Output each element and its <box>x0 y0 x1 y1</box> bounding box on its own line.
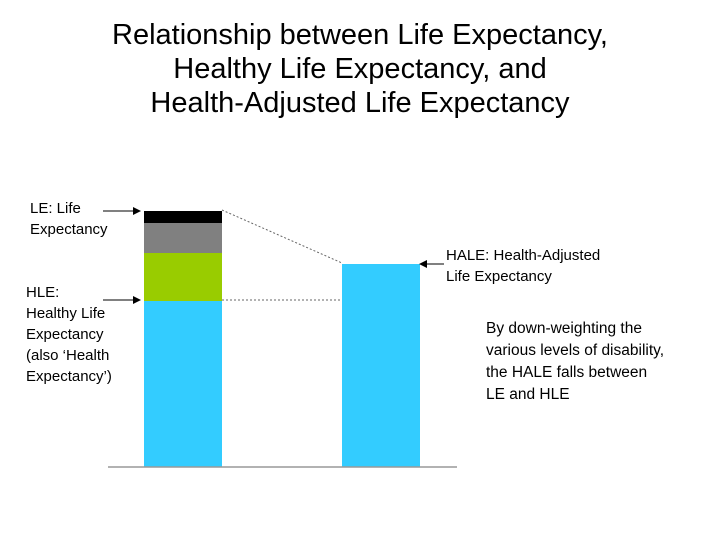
title-line-3: Health-Adjusted Life Expectancy <box>150 87 570 119</box>
title-line-1: Relationship between Life Expectancy, <box>112 19 608 51</box>
hale-label: HALE: Health-Adjusted Life Expectancy <box>446 247 601 285</box>
explanation-note: By down-weighting the various levels of … <box>486 320 665 403</box>
le-bar-mild-disability-segment <box>144 253 222 301</box>
slide-title: Relationship between Life Expectancy, He… <box>0 18 720 120</box>
le-label: LE: Life Expectancy <box>30 200 108 238</box>
bars-group <box>144 211 420 467</box>
hle-label: HLE: Healthy Life Expectancy (also ‘Heal… <box>26 284 112 385</box>
hale-bar-healthy-segment <box>342 264 420 467</box>
title-line-2: Healthy Life Expectancy, and <box>173 53 547 85</box>
le-bar-moderate-disability-segment <box>144 223 222 253</box>
le-bar-severe-disability-segment <box>144 211 222 223</box>
le-to-hale-dashed-line <box>221 209 343 264</box>
le-bar-healthy-segment <box>144 301 222 467</box>
